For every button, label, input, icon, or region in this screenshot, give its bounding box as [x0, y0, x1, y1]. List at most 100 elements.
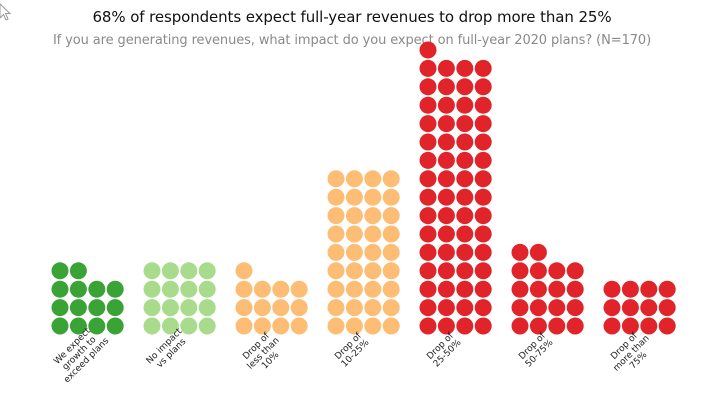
dot-5-19: [456, 243, 474, 261]
dot-3-4: [290, 317, 308, 335]
dot-6-11: [548, 280, 566, 298]
dot-3-12: [290, 280, 308, 298]
dot-3-10: [253, 280, 271, 298]
dot-5-20: [474, 243, 492, 261]
dot-3-9: [235, 280, 253, 298]
dot-4-5: [327, 299, 345, 317]
dot-5-7: [456, 299, 474, 317]
dot-5-45: [419, 115, 437, 133]
dot-4-25: [327, 207, 345, 225]
dot-5-61: [419, 41, 437, 59]
mouse-pointer-icon: [0, 3, 12, 21]
dot-5-49: [419, 96, 437, 114]
dot-5-54: [437, 78, 455, 96]
dot-4-27: [364, 207, 382, 225]
dot-5-10: [437, 280, 455, 298]
dot-6-17: [511, 243, 529, 261]
dot-2-6: [161, 299, 179, 317]
dot-6-1: [511, 317, 529, 335]
dot-6-10: [529, 280, 547, 298]
dot-4-15: [364, 262, 382, 280]
dot-5-3: [456, 317, 474, 335]
dot-4-31: [364, 188, 382, 206]
dot-4-33: [327, 170, 345, 188]
dot-1-7: [88, 299, 106, 317]
dot-6-15: [548, 262, 566, 280]
dot-7-5: [603, 299, 621, 317]
dot-5-2: [437, 317, 455, 335]
dot-5-48: [474, 115, 492, 133]
dot-6-12: [566, 280, 584, 298]
dot-2-9: [143, 280, 161, 298]
dot-7-6: [621, 299, 639, 317]
dot-4-8: [382, 299, 400, 317]
dot-4-23: [364, 225, 382, 243]
dot-5-31: [456, 188, 474, 206]
dot-4-30: [345, 188, 363, 206]
dot-5-52: [474, 96, 492, 114]
dot-6-5: [511, 299, 529, 317]
dot-6-2: [529, 317, 547, 335]
dot-5-5: [419, 299, 437, 317]
dot-7-9: [603, 280, 621, 298]
dot-5-8: [474, 299, 492, 317]
dot-5-22: [437, 225, 455, 243]
dot-3-5: [235, 299, 253, 317]
dot-7-11: [640, 280, 658, 298]
dot-2-7: [180, 299, 198, 317]
dot-4-14: [345, 262, 363, 280]
dot-6-18: [529, 243, 547, 261]
dot-4-9: [327, 280, 345, 298]
dot-5-44: [474, 133, 492, 151]
dot-2-12: [198, 280, 216, 298]
dot-7-1: [603, 317, 621, 335]
chart-title: 68% of respondents expect full-year reve…: [92, 8, 612, 26]
dot-4-1: [327, 317, 345, 335]
dot-4-4: [382, 317, 400, 335]
dot-6-14: [529, 262, 547, 280]
dot-5-37: [419, 151, 437, 169]
dot-4-20: [382, 243, 400, 261]
dot-4-10: [345, 280, 363, 298]
dot-3-8: [290, 299, 308, 317]
dot-5-23: [456, 225, 474, 243]
dot-6-4: [566, 317, 584, 335]
dot-6-6: [529, 299, 547, 317]
dot-4-21: [327, 225, 345, 243]
dot-5-13: [419, 262, 437, 280]
dot-5-17: [419, 243, 437, 261]
dot-5-11: [456, 280, 474, 298]
dot-3-7: [272, 299, 290, 317]
dot-2-11: [180, 280, 198, 298]
dot-4-12: [382, 280, 400, 298]
dot-column-2: [143, 262, 216, 335]
dot-4-34: [345, 170, 363, 188]
dot-5-40: [474, 151, 492, 169]
dot-2-8: [198, 299, 216, 317]
dot-5-55: [456, 78, 474, 96]
dot-1-4: [106, 317, 124, 335]
dot-5-36: [474, 170, 492, 188]
category-label-4: Drop of10-25%: [333, 330, 372, 369]
dot-5-27: [456, 207, 474, 225]
dot-1-1: [51, 317, 69, 335]
dot-5-38: [437, 151, 455, 169]
dot-5-1: [419, 317, 437, 335]
dot-4-26: [345, 207, 363, 225]
dot-5-14: [437, 262, 455, 280]
dot-5-56: [474, 78, 492, 96]
dot-4-29: [327, 188, 345, 206]
dot-5-42: [437, 133, 455, 151]
dot-2-16: [198, 262, 216, 280]
dot-3-1: [235, 317, 253, 335]
dot-4-35: [364, 170, 382, 188]
dot-6-8: [566, 299, 584, 317]
dot-4-11: [364, 280, 382, 298]
dot-5-24: [474, 225, 492, 243]
dot-column-7: [603, 280, 676, 335]
dot-5-53: [419, 78, 437, 96]
dot-5-28: [474, 207, 492, 225]
chart-subtitle: If you are generating revenues, what imp…: [52, 33, 652, 48]
dot-5-33: [419, 170, 437, 188]
